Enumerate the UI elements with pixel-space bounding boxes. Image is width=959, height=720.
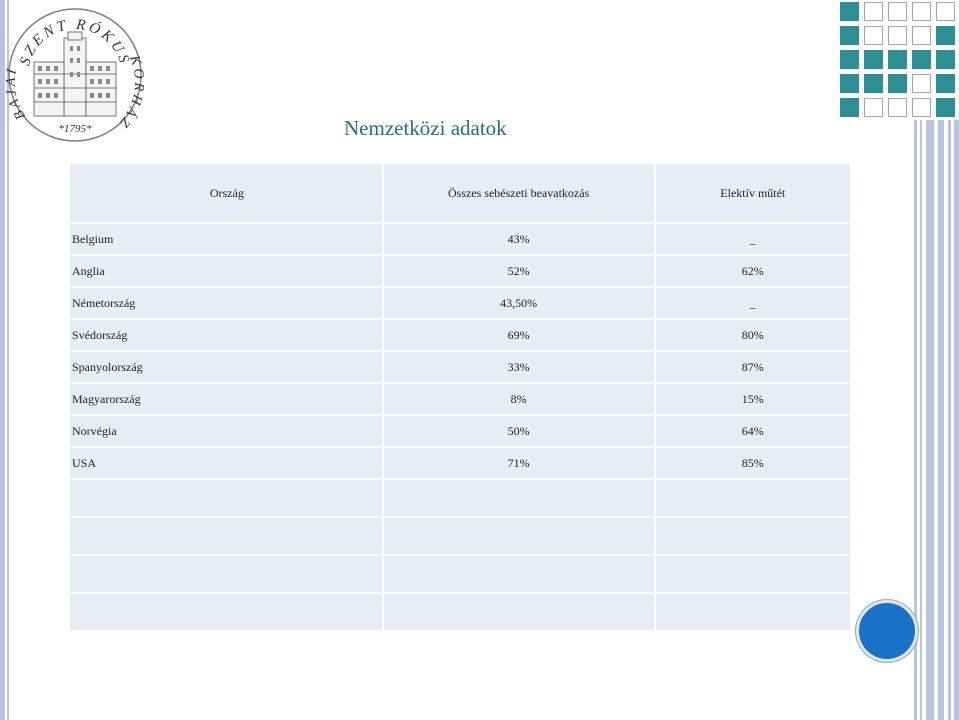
left-decor-bar-thin — [7, 0, 9, 720]
cell-total: 43,50% — [381, 286, 654, 318]
cell-total: 52% — [381, 254, 654, 286]
table-row: Anglia 52% 62% — [70, 254, 850, 286]
cell-country: Anglia — [70, 254, 382, 286]
cell-country: Németország — [70, 286, 382, 318]
table-row-empty — [70, 554, 850, 592]
cell-country: Svédország — [70, 318, 382, 350]
cell-elective — [653, 592, 850, 630]
cell-total: 33% — [381, 350, 654, 382]
cell-total — [381, 554, 654, 592]
cell-country — [70, 516, 382, 554]
logo-year: *1795* — [59, 123, 93, 135]
cell-total — [381, 592, 654, 630]
cell-country — [70, 592, 382, 630]
table-row-empty — [70, 592, 850, 630]
table-row: Spanyolország 33% 87% — [70, 350, 850, 382]
table-row: Norvégia 50% 64% — [70, 414, 850, 446]
left-decor-bar — [0, 0, 5, 720]
cell-total: 69% — [381, 318, 654, 350]
header-total-surgery: Összes sebészeti beavatkozás — [381, 164, 654, 222]
right-decor-bars — [914, 120, 959, 720]
cell-country — [70, 478, 382, 516]
table-row-empty — [70, 516, 850, 554]
cell-elective — [653, 516, 850, 554]
cell-elective — [653, 554, 850, 592]
cell-elective: 80% — [653, 318, 850, 350]
cell-total: 50% — [381, 414, 654, 446]
cell-elective: 62% — [653, 254, 850, 286]
table-row-empty — [70, 478, 850, 516]
cell-elective: 15% — [653, 382, 850, 414]
page-title: Nemzetközi adatok — [344, 116, 507, 140]
hospital-logo: SZENT RÓKUS BAJAI KÓRHÁZ *1795* — [6, 8, 144, 142]
cell-elective: _ — [653, 286, 850, 318]
cell-country: Belgium — [70, 222, 382, 254]
table-header-row: Ország Összes sebészeti beavatkozás Elek… — [70, 164, 850, 222]
cell-country: Spanyolország — [70, 350, 382, 382]
data-table: Ország Összes sebészeti beavatkozás Elek… — [70, 164, 850, 630]
cell-elective: 64% — [653, 414, 850, 446]
table-row: Svédország 69% 80% — [70, 318, 850, 350]
header-elective-surgery: Elektív műtét — [653, 164, 850, 222]
cell-total: 43% — [381, 222, 654, 254]
table-row: USA 71% 85% — [70, 446, 850, 478]
cell-country: Magyarország — [70, 382, 382, 414]
table-row: Magyarország 8% 15% — [70, 382, 850, 414]
header-country: Ország — [70, 164, 382, 222]
cell-country: Norvégia — [70, 414, 382, 446]
cell-elective: 85% — [653, 446, 850, 478]
cell-elective — [653, 478, 850, 516]
cell-total: 8% — [381, 382, 654, 414]
cell-country — [70, 554, 382, 592]
cell-elective: 87% — [653, 350, 850, 382]
table-row: Németország 43,50% _ — [70, 286, 850, 318]
cell-elective: _ — [653, 222, 850, 254]
cell-total — [381, 516, 654, 554]
cell-total: 71% — [381, 446, 654, 478]
action-circle-button[interactable] — [856, 600, 918, 662]
building-drawing — [33, 31, 117, 117]
table-row: Belgium 43% _ — [70, 222, 850, 254]
cell-country: USA — [70, 446, 382, 478]
cell-total — [381, 478, 654, 516]
